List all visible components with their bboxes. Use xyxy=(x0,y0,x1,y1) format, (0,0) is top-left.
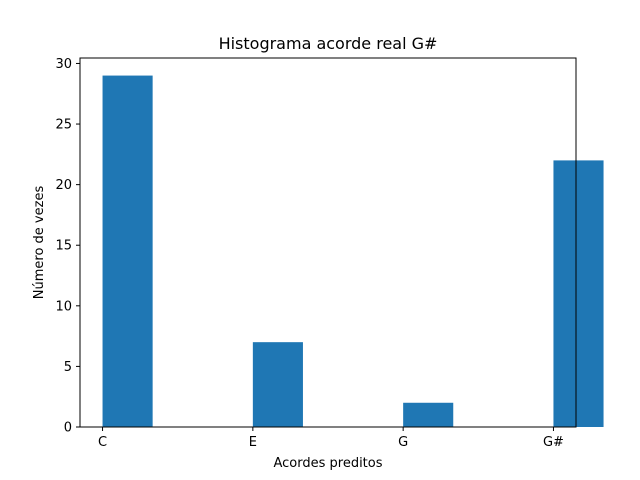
y-tick-label: 25 xyxy=(55,118,72,133)
bar-G xyxy=(403,402,454,427)
y-tick-label: 0 xyxy=(64,421,72,436)
y-tick-label: 20 xyxy=(55,178,72,193)
bars-group xyxy=(102,75,604,428)
x-tick-label: G# xyxy=(543,435,564,450)
chart-title: Histograma acorde real G# xyxy=(219,34,438,53)
x-tick-label: G xyxy=(398,435,408,450)
bar-C xyxy=(102,75,153,428)
bar-G# xyxy=(553,160,604,427)
x-tick-label: E xyxy=(249,435,257,450)
y-axis-ticks: 0 5 10 15 20 25 30 xyxy=(55,57,80,436)
bar-E xyxy=(252,342,303,427)
x-tick-label: C xyxy=(98,435,107,450)
y-tick-label: 5 xyxy=(64,360,72,375)
y-tick-label: 15 xyxy=(55,239,72,254)
x-axis-ticks: C E G G# xyxy=(98,427,564,450)
plot-frame xyxy=(79,57,577,428)
x-axis-label: Acordes preditos xyxy=(273,456,382,471)
y-axis-label: Número de vezes xyxy=(32,186,47,300)
y-tick-label: 30 xyxy=(55,57,72,72)
y-tick-label: 10 xyxy=(55,299,72,314)
